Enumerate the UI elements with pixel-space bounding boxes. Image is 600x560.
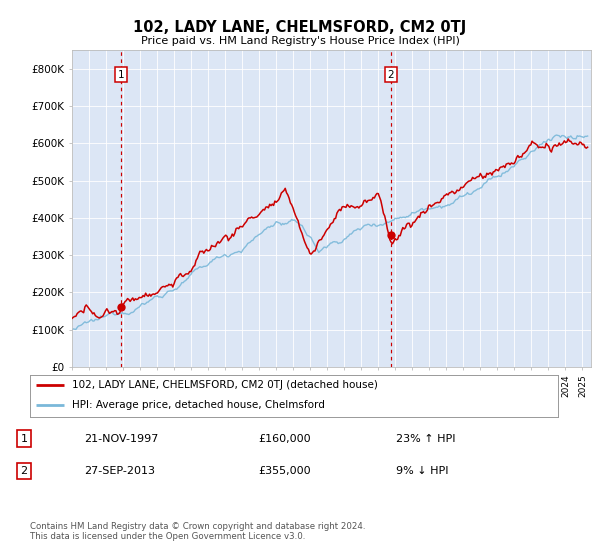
Text: HPI: Average price, detached house, Chelmsford: HPI: Average price, detached house, Chel…: [72, 400, 325, 410]
Text: 1: 1: [20, 433, 28, 444]
Text: £355,000: £355,000: [258, 466, 311, 476]
Text: 27-SEP-2013: 27-SEP-2013: [84, 466, 155, 476]
Text: £160,000: £160,000: [258, 433, 311, 444]
Text: 102, LADY LANE, CHELMSFORD, CM2 0TJ: 102, LADY LANE, CHELMSFORD, CM2 0TJ: [133, 20, 467, 35]
Text: Contains HM Land Registry data © Crown copyright and database right 2024.
This d: Contains HM Land Registry data © Crown c…: [30, 522, 365, 542]
Text: 21-NOV-1997: 21-NOV-1997: [84, 433, 158, 444]
Text: 9% ↓ HPI: 9% ↓ HPI: [396, 466, 449, 476]
Text: 23% ↑ HPI: 23% ↑ HPI: [396, 433, 455, 444]
Text: 2: 2: [20, 466, 28, 476]
Text: 1: 1: [118, 69, 125, 80]
Text: 2: 2: [388, 69, 394, 80]
Text: Price paid vs. HM Land Registry's House Price Index (HPI): Price paid vs. HM Land Registry's House …: [140, 36, 460, 46]
Text: 102, LADY LANE, CHELMSFORD, CM2 0TJ (detached house): 102, LADY LANE, CHELMSFORD, CM2 0TJ (det…: [72, 380, 378, 390]
